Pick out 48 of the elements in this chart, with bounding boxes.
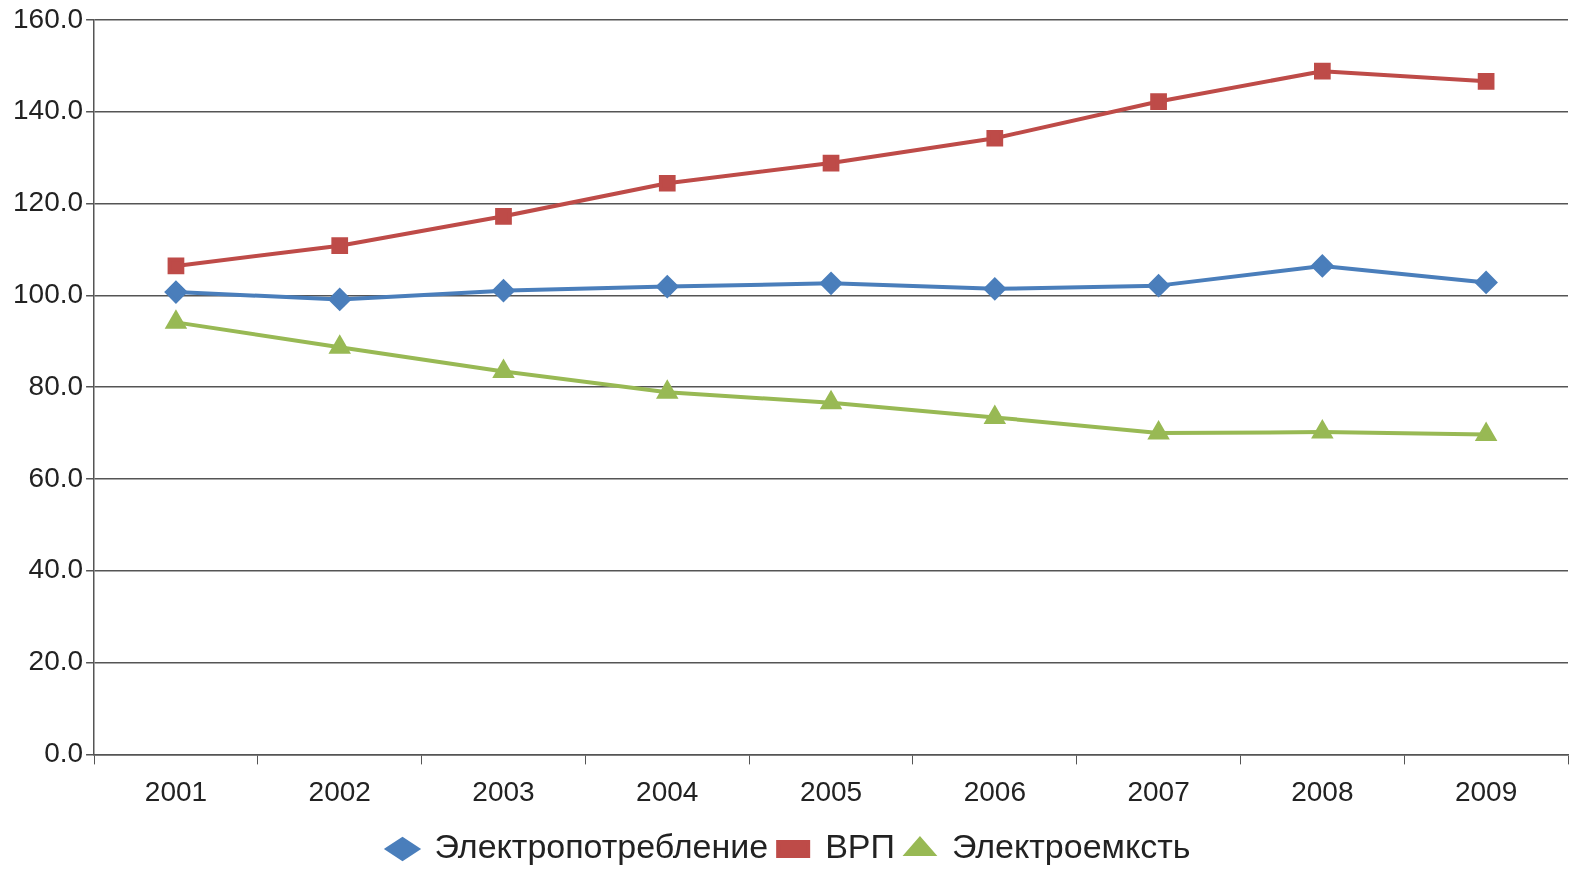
y-tick-label: 80.0 [28, 369, 84, 401]
point [495, 207, 512, 225]
point [656, 275, 679, 298]
point [1147, 274, 1170, 297]
point [1312, 421, 1333, 439]
point [983, 277, 1006, 300]
point [1476, 423, 1496, 441]
point [166, 311, 186, 329]
x-tick-label: 2007 [1127, 775, 1190, 807]
point [493, 360, 514, 378]
x-tick-label: 2009 [1454, 775, 1518, 807]
x-tick-label: 2002 [308, 775, 371, 807]
point [1475, 271, 1498, 294]
point [1477, 72, 1495, 90]
y-tick-label: 40.0 [28, 553, 84, 585]
legend-label: Электроемксть [951, 827, 1191, 866]
point [820, 272, 843, 295]
point [658, 174, 676, 192]
y-tick-label: 100.0 [12, 277, 84, 309]
point [822, 154, 840, 172]
point [1311, 254, 1334, 277]
legend-label: Электропотребление [434, 827, 769, 866]
point [985, 406, 1005, 424]
x-tick-label: 2001 [144, 775, 208, 807]
point [167, 257, 185, 275]
point [329, 336, 350, 354]
y-tick-label: 0.0 [44, 737, 84, 769]
y-tick-label: 160.0 [12, 2, 84, 34]
x-tick-label: 2005 [799, 775, 863, 807]
x-tick-label: 2008 [1291, 775, 1354, 807]
point [821, 391, 841, 410]
point [492, 279, 515, 302]
point [164, 281, 187, 304]
point [328, 288, 351, 311]
x-tick-label: 2004 [636, 775, 699, 807]
y-tick-label: 20.0 [28, 645, 84, 677]
point [331, 237, 349, 255]
x-tick-label: 2003 [472, 775, 535, 807]
point [1313, 62, 1331, 80]
point [657, 381, 678, 399]
x-tick-label: 2006 [963, 775, 1026, 807]
point [1150, 93, 1167, 110]
y-tick-label: 120.0 [12, 186, 84, 218]
y-tick-label: 140.0 [12, 94, 84, 126]
point [986, 129, 1004, 147]
point [1148, 422, 1169, 440]
legend-label: ВРП [825, 827, 895, 866]
y-tick-label: 60.0 [28, 461, 84, 493]
